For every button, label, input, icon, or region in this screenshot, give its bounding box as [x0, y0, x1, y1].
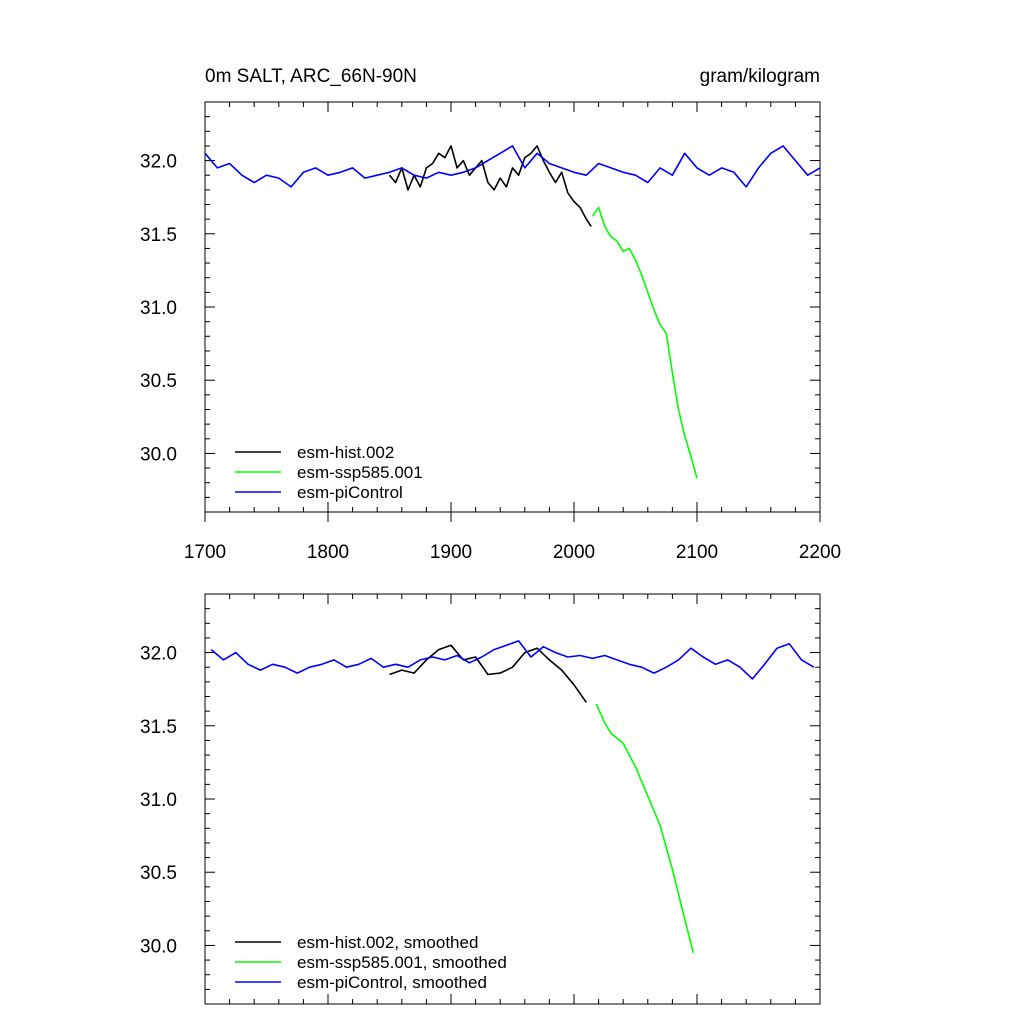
axis-ticks: [204, 101, 821, 522]
y-tick-label: 31.0: [140, 790, 177, 811]
x-tick-label: 1900: [430, 542, 472, 563]
bottom-panel: 30.0 30.5 31.0 31.5 32.0 esm-hist.002, smoot…: [140, 593, 821, 1005]
y-tick-label: 30.5: [140, 863, 177, 884]
series-line-0: [389, 644, 587, 703]
x-tick-label: 1800: [307, 542, 349, 563]
legend-label: esm-piControl: [297, 483, 403, 502]
legend-label: esm-piControl, smoothed: [297, 973, 487, 992]
x-tick-label: 1700: [184, 542, 226, 563]
legend-label: esm-hist.002: [297, 443, 394, 462]
series-lines: [210, 640, 815, 953]
y-tick-label: 31.5: [140, 717, 177, 738]
y-tick-label: 30.0: [140, 444, 177, 465]
y-tick-label: 32.0: [140, 644, 177, 665]
panel-title-left: 0m SALT, ARC_66N-90N: [205, 66, 417, 87]
series-lines: [204, 145, 821, 479]
top-panel: 0m SALT, ARC_66N-90N gram/kilogram 1700 1…: [140, 66, 841, 563]
y-tick-label: 31.5: [140, 225, 177, 246]
series-line-2: [204, 145, 821, 188]
series-line-2: [210, 640, 815, 680]
x-tick-label: 2100: [676, 542, 718, 563]
legend-label: esm-ssp585.001, smoothed: [297, 953, 507, 972]
tick-labels: 1700 1800 1900 2000 2100 2200 30.0 30.5 31.0 31.5…: [140, 152, 841, 563]
tick-labels: 30.0 30.5 31.0 31.5 32.0: [140, 644, 177, 958]
legend-label: esm-hist.002, smoothed: [297, 933, 478, 952]
series-line-1: [591, 206, 698, 479]
y-tick-label: 30.5: [140, 371, 177, 392]
y-tick-label: 30.0: [140, 936, 177, 957]
x-tick-label: 2000: [553, 542, 595, 563]
panel-title-right: gram/kilogram: [700, 66, 820, 87]
series-line-0: [388, 145, 592, 227]
legend-label: esm-ssp585.001: [297, 463, 423, 482]
y-tick-label: 31.0: [140, 298, 177, 319]
series-line-1: [595, 703, 695, 953]
axis-ticks: [204, 593, 821, 1005]
x-tick-label: 2200: [799, 542, 841, 563]
y-tick-label: 32.0: [140, 152, 177, 173]
